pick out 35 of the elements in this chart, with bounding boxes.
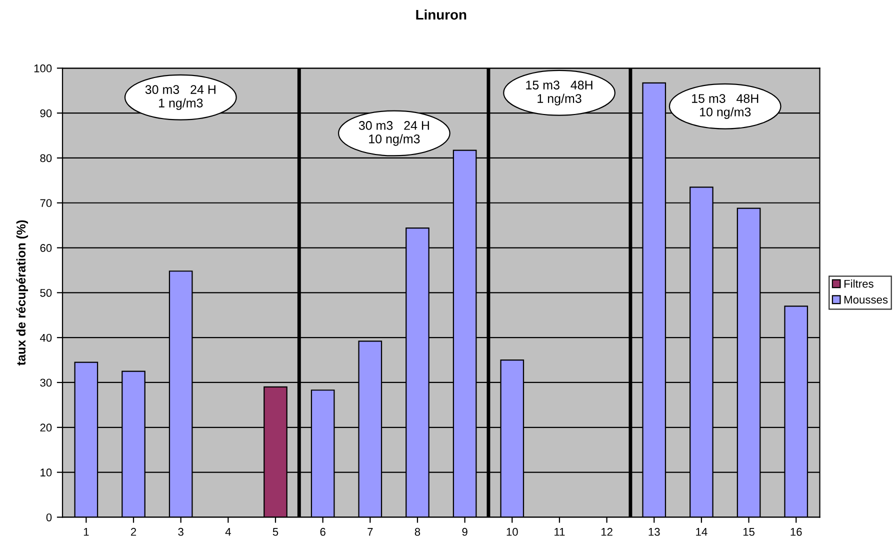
x-tick-label: 1	[84, 528, 89, 536]
y-tick-label: 10	[40, 468, 52, 476]
x-tick-label: 10	[506, 528, 518, 536]
y-tick-label: 90	[40, 109, 52, 118]
legend-label: Mousses	[844, 296, 888, 304]
x-tick-label: 8	[414, 528, 420, 536]
y-tick-label: 100	[34, 64, 52, 72]
x-tick-label: 15	[743, 528, 754, 536]
y-tick-label: 20	[40, 424, 52, 432]
y-tick-label: 60	[40, 244, 52, 252]
y-tick-label: 70	[40, 199, 52, 208]
y-tick-label: 80	[40, 154, 52, 162]
annotation: 15 m3 48H 10 ng/m3	[692, 94, 758, 119]
x-tick-label: 4	[225, 528, 231, 536]
annotation: 30 m3 24 H 1 ng/m3	[145, 85, 216, 110]
y-axis-title: taux de récupération (%)	[16, 220, 28, 366]
x-tick-label: 6	[320, 528, 326, 536]
annotation: 15 m3 48H 1 ng/m3	[526, 80, 592, 106]
x-tick-label: 7	[368, 528, 373, 536]
y-tick-label: 30	[40, 378, 52, 387]
x-tick-label: 5	[272, 528, 278, 536]
x-tick-label: 13	[648, 528, 660, 536]
x-tick-label: 2	[130, 528, 136, 536]
y-tick-label: 50	[40, 288, 52, 297]
x-tick-label: 3	[178, 528, 184, 536]
x-tick-label: 11	[554, 528, 565, 536]
x-tick-label: 14	[696, 528, 708, 536]
x-tick-label: 16	[790, 528, 802, 536]
y-tick-label: 0	[46, 513, 52, 522]
x-tick-label: 12	[601, 528, 612, 536]
y-tick-label: 40	[40, 334, 52, 342]
x-tick-label: 9	[462, 528, 468, 536]
legend-label: Filtres	[844, 280, 874, 288]
chart-title: Linuron	[416, 9, 466, 20]
annotation: 30 m3 24 H 10 ng/m3	[358, 121, 429, 146]
